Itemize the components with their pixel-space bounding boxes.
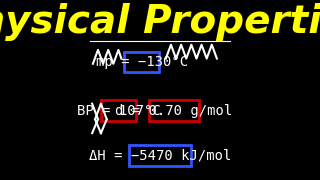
FancyBboxPatch shape [129, 145, 191, 166]
FancyBboxPatch shape [124, 52, 159, 72]
Text: d = 0.70 g/mol: d = 0.70 g/mol [115, 104, 233, 118]
FancyBboxPatch shape [149, 100, 199, 121]
Text: ΔH = −5470 kJ/mol: ΔH = −5470 kJ/mol [89, 149, 231, 163]
Text: Physical Properties: Physical Properties [0, 3, 320, 41]
Text: mp = −130°C: mp = −130°C [96, 55, 188, 69]
FancyBboxPatch shape [101, 100, 136, 121]
Text: BP = 107°C: BP = 107°C [76, 104, 160, 118]
